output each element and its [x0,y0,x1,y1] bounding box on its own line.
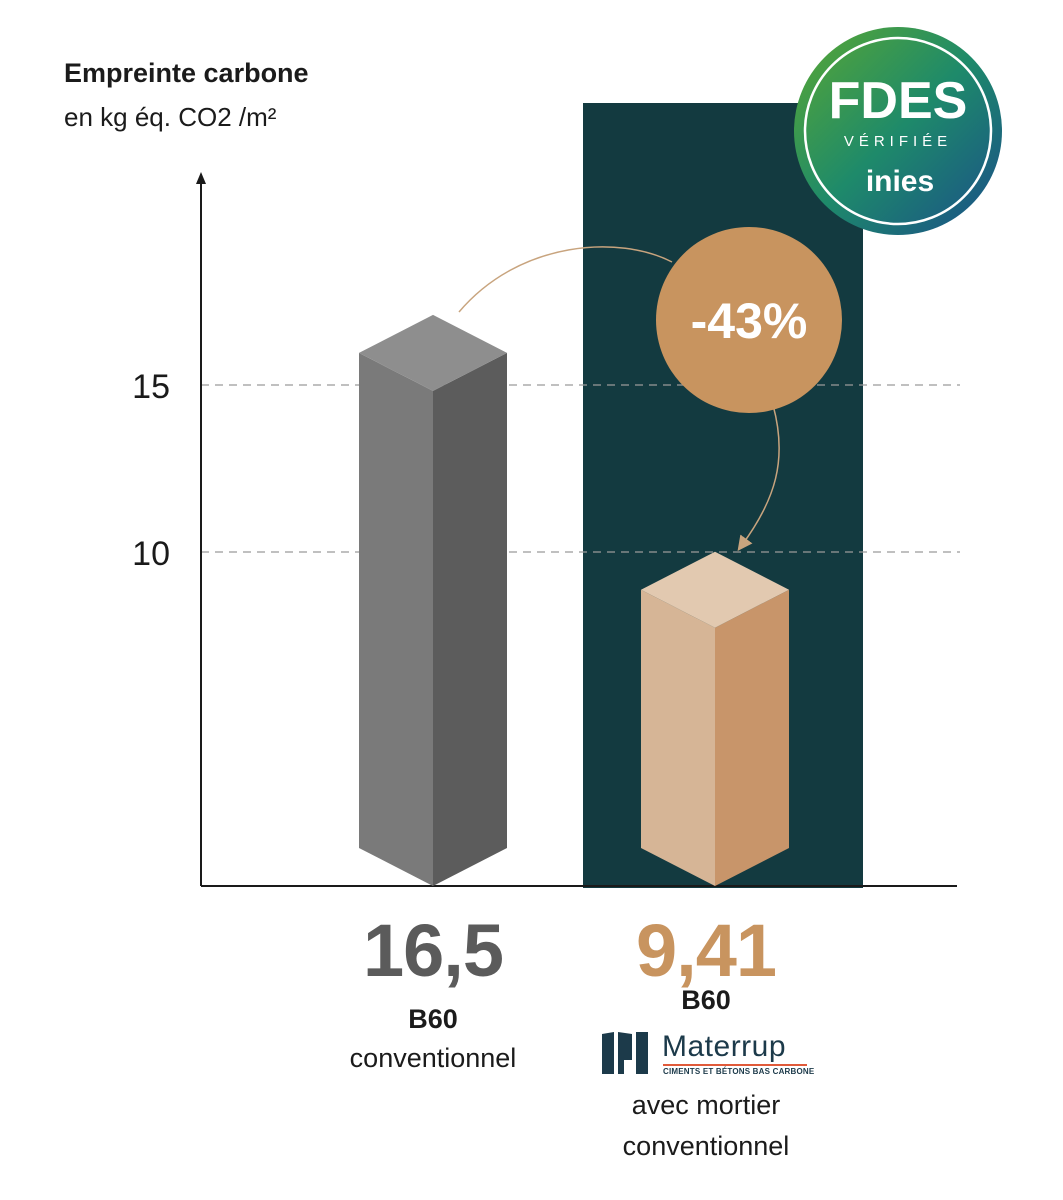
badge-inies-text: inies [866,165,934,198]
y-tick-label-10: 10 [132,535,170,573]
bar2-sub-line1: avec mortier [631,1090,781,1120]
bar1-value-label: 16,5 [362,909,504,992]
badge-fdes-text: FDES [829,72,968,130]
fdes-badge: FDES VÉRIFIÉE inies [794,27,1002,235]
bar-1-left-face [359,352,433,886]
materrup-logo-rule [663,1064,807,1066]
annotation-text: -43% [691,293,808,349]
grid-lines [201,384,960,553]
bar-2-right-face [715,589,789,886]
bar2-value-label: 9,41 [635,909,777,992]
annotation-arrow-out [737,404,780,552]
bar-1-right-face [433,352,507,886]
materrup-logo: Materrup CIMENTS ET BÉTONS BAS CARBONE [600,1030,814,1078]
bar1-sub: conventionnel [349,1043,517,1073]
bar2-category-sub: avec mortier conventionnel [566,1088,846,1164]
annotation-circle [656,227,842,413]
bar-2-top-face [641,551,789,628]
bar-1-top-face [359,314,507,391]
chart-title: Empreinte carbone [64,58,309,88]
bar1-category-label: B60 conventionnel [293,1004,573,1076]
y-axis-arrow [196,172,206,184]
bar-2 [641,551,789,886]
y-tick-label-15: 15 [132,368,170,406]
bar1-name: B60 [408,1004,458,1034]
materrup-logo-tagline: CIMENTS ET BÉTONS BAS CARBONE [663,1067,815,1076]
annotation-arrow-in [458,246,673,313]
bar-1 [359,314,507,886]
bar2-category-name: B60 [681,985,731,1015]
chart-subtitle: en kg éq. CO2 /m² [64,102,277,132]
materrup-logo-mark [602,1032,648,1074]
bar-2-left-face [641,589,715,886]
bar2-sub-line2: conventionnel [622,1131,790,1162]
badge-verified-text: VÉRIFIÉE [844,133,952,150]
materrup-logo-word: Materrup [662,1030,787,1063]
